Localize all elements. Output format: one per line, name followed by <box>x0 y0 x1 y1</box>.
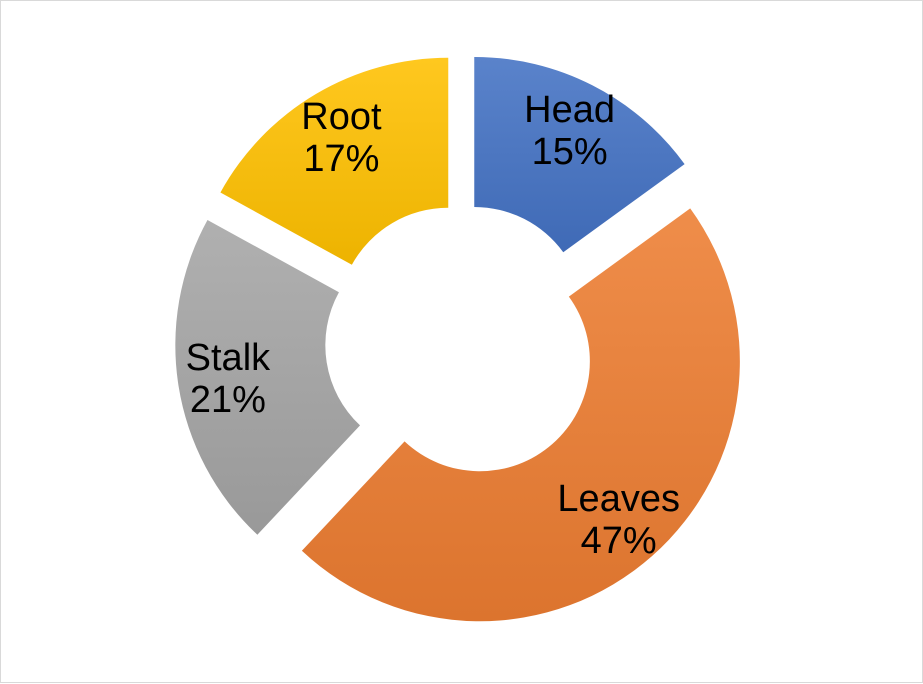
data-label-percent: 15% <box>532 131 608 173</box>
data-label-category: Stalk <box>186 337 271 379</box>
slice-root <box>220 57 449 265</box>
data-label-percent: 17% <box>303 138 379 180</box>
slices-layer <box>175 56 740 622</box>
data-label-category: Leaves <box>557 478 680 520</box>
data-label-category: Head <box>524 89 615 131</box>
data-label-percent: 47% <box>581 520 657 562</box>
data-label-category: Root <box>301 96 382 138</box>
data-label-percent: 21% <box>190 379 266 421</box>
slice-head <box>474 56 685 253</box>
slice-stalk <box>175 219 361 535</box>
slice-leaves <box>301 208 740 622</box>
